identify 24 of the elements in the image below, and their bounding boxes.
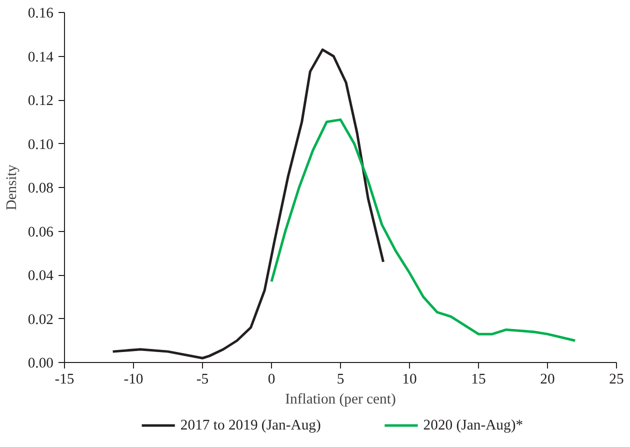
y-tick-label: 0.12 bbox=[28, 93, 54, 109]
x-tick-label: 10 bbox=[402, 372, 417, 388]
y-axis-title: Density bbox=[4, 164, 20, 210]
legend-label: 2020 (Jan-Aug)* bbox=[423, 418, 524, 434]
x-tick-label: -15 bbox=[54, 372, 74, 388]
x-tick-label: -10 bbox=[124, 372, 144, 388]
legend-label: 2017 to 2019 (Jan-Aug) bbox=[180, 418, 321, 434]
y-tick-label: 0.04 bbox=[28, 268, 54, 284]
x-tick-label: 25 bbox=[609, 372, 624, 388]
y-tick-label: 0.16 bbox=[28, 6, 54, 22]
x-tick-label: 5 bbox=[336, 372, 344, 388]
line-series bbox=[112, 48, 385, 360]
x-tick-label: 20 bbox=[540, 372, 555, 388]
y-tick-label: 0.08 bbox=[28, 180, 54, 196]
x-tick-label: 15 bbox=[471, 372, 486, 388]
y-tick-label: 0.06 bbox=[28, 224, 54, 240]
y-tick-label: 0.02 bbox=[28, 312, 54, 328]
x-axis-title: Inflation (per cent) bbox=[285, 392, 396, 408]
line-series bbox=[270, 118, 576, 342]
y-tick-label: 0.00 bbox=[28, 356, 54, 372]
y-tick-label: 0.10 bbox=[28, 136, 54, 153]
y-tick-label: 0.14 bbox=[28, 49, 54, 66]
x-tick-label: 0 bbox=[268, 372, 276, 388]
x-tick-label: -5 bbox=[196, 372, 209, 388]
